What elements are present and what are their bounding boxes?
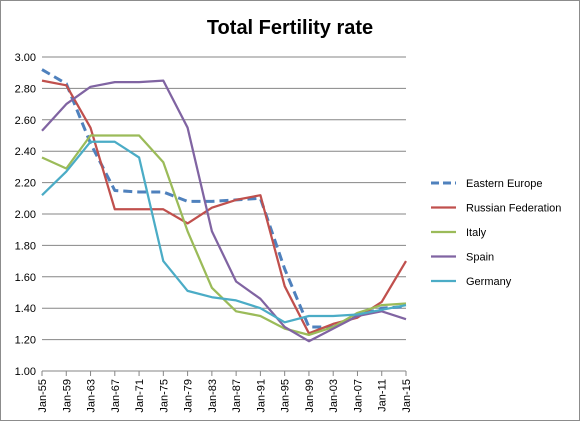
series-line-italy <box>41 134 407 337</box>
y-tick-label: 1.00 <box>15 366 36 378</box>
x-tick-label: Jan-95 <box>280 379 292 413</box>
series-line-spain <box>41 79 407 343</box>
y-tick-label: 2.40 <box>15 146 36 158</box>
y-tick-label: 1.60 <box>15 272 36 284</box>
x-tick-label: Jan-07 <box>352 379 364 413</box>
chart-title: Total Fertility rate <box>207 17 373 39</box>
legend-label: Spain <box>466 252 494 264</box>
x-tick-label: Jan-87 <box>231 379 243 413</box>
x-tick-label: Jan-63 <box>86 379 98 413</box>
legend-label: Italy <box>466 227 487 239</box>
series-line-eastern-europe <box>41 68 407 329</box>
y-tick-label: 2.20 <box>15 178 36 190</box>
x-tick-label: Jan-71 <box>134 379 146 413</box>
x-tick-label: Jan-83 <box>207 379 219 413</box>
y-tick-label: 3.00 <box>15 52 36 64</box>
y-tick-label: 2.60 <box>15 115 36 127</box>
legend-label: Russian Federation <box>466 203 561 215</box>
x-tick-label: Jan-11 <box>377 379 389 412</box>
y-tick-label: 2.80 <box>15 83 36 95</box>
x-tick-label: Jan-67 <box>110 379 122 413</box>
legend: Eastern Europe Russian Federation Italy Spa… <box>431 178 561 288</box>
series-lines <box>41 68 407 343</box>
series-line-germany <box>41 140 407 324</box>
x-tick-label: Jan-03 <box>328 379 340 413</box>
gridlines <box>42 56 406 341</box>
x-tick-label: Jan-79 <box>183 379 195 413</box>
x-tick-label: Jan-75 <box>158 379 170 413</box>
x-tick-label: Jan-59 <box>61 379 73 413</box>
legend-label: Germany <box>466 276 512 288</box>
x-tick-label: Jan-55 <box>37 379 49 413</box>
y-tick-label: 1.40 <box>15 303 36 315</box>
legend-label: Eastern Europe <box>466 178 542 190</box>
x-tick-label: Jan-99 <box>304 379 316 413</box>
y-tick-label: 1.20 <box>15 335 36 347</box>
y-tick-label: 2.00 <box>15 209 36 221</box>
series-line-russian-federation <box>41 79 407 335</box>
x-tick-label: Jan-15 <box>401 379 413 413</box>
x-tick-label: Jan-91 <box>255 379 267 413</box>
y-tick-label: 1.80 <box>15 240 36 252</box>
y-axis-ticks: 1.00 1.20 1.40 1.60 1.80 2.00 2.20 2.40 2.60 2.80… <box>15 52 36 378</box>
x-axis-ticks: Jan-55 Jan-59 Jan-63 Jan-67 Jan-71 Jan-75 Jan-… <box>37 371 413 413</box>
